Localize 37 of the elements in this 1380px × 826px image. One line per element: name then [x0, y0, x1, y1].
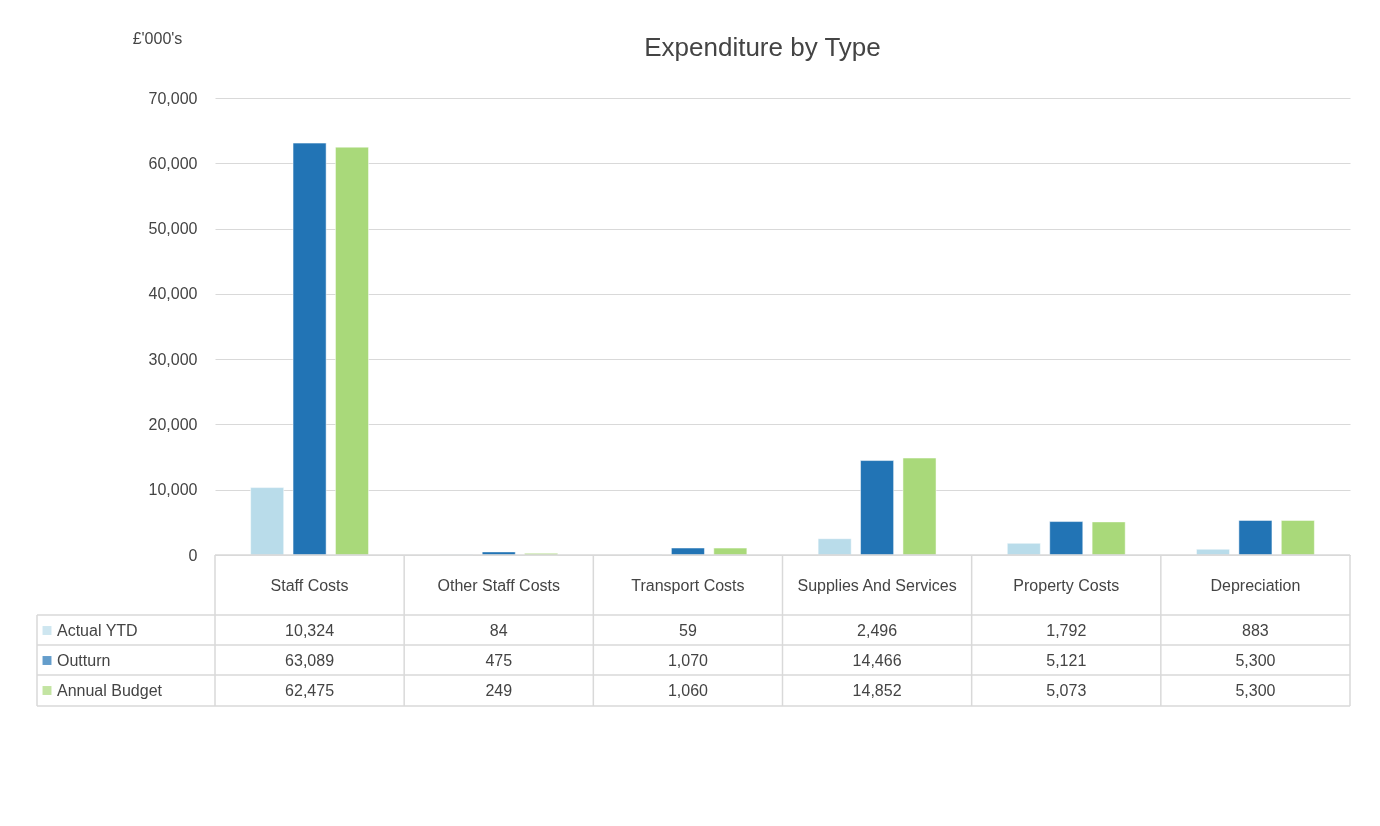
x-tick-label: Depreciation — [1210, 576, 1301, 594]
data-label: 14,466 — [852, 651, 902, 669]
y-tick-label: 0 — [188, 546, 198, 564]
x-tick-label: Other Staff Costs — [437, 576, 560, 594]
y-tick-label: 40,000 — [148, 285, 198, 303]
data-label: 5,300 — [1235, 681, 1276, 699]
x-tick-label: Transport Costs — [631, 576, 745, 594]
y-axis-title: £'000's — [132, 29, 183, 47]
data-label: 5,300 — [1235, 651, 1276, 669]
data-label: 59 — [679, 621, 697, 639]
x-tick-label: Supplies And Services — [797, 576, 957, 594]
data-label: 2,496 — [857, 621, 898, 639]
x-tick-label: Staff Costs — [270, 576, 349, 594]
data-label: 14,852 — [852, 681, 902, 699]
y-tick-label: 50,000 — [148, 220, 198, 238]
chart-title: Expenditure by Type — [644, 32, 881, 62]
data-label: 883 — [1242, 621, 1269, 639]
x-tick-label: Property Costs — [1013, 576, 1120, 594]
data-label: 62,475 — [285, 681, 335, 699]
data-label: 1,070 — [667, 651, 709, 669]
data-label: 1,792 — [1046, 621, 1087, 639]
data-label: 10,324 — [285, 621, 335, 639]
y-tick-label: 10,000 — [148, 481, 198, 499]
data-label: 5,121 — [1046, 651, 1087, 669]
y-tick-label: 20,000 — [148, 415, 198, 433]
data-label: 63,089 — [285, 651, 335, 669]
y-tick-label: 30,000 — [148, 350, 198, 368]
legend-label: Annual Budget — [57, 681, 163, 699]
legend-label: Outturn — [57, 651, 111, 669]
data-label: 84 — [489, 621, 508, 639]
data-label: 249 — [485, 681, 513, 699]
y-tick-label: 70,000 — [148, 89, 198, 107]
data-label: 475 — [485, 651, 513, 669]
y-tick-label: 60,000 — [148, 154, 198, 172]
legend-label: Actual YTD — [57, 621, 138, 639]
data-label: 5,073 — [1046, 681, 1087, 699]
data-label: 1,060 — [667, 681, 709, 699]
